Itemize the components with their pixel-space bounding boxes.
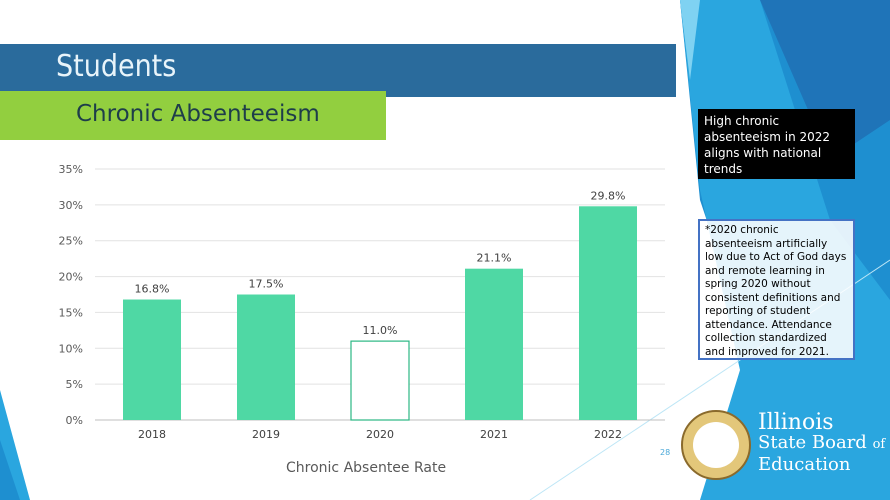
bar <box>350 340 410 421</box>
page-subtitle: Chronic Absenteeism <box>76 101 320 127</box>
title-bar <box>0 44 676 97</box>
x-tick-label: 2018 <box>138 428 166 441</box>
y-tick-label: 15% <box>59 306 83 319</box>
state-seal-logo <box>681 410 751 480</box>
page-number: 28 <box>660 448 671 457</box>
callout-note: *2020 chronic absenteeism artificially l… <box>698 219 855 360</box>
data-label: 17.5% <box>249 278 284 291</box>
bar <box>465 268 523 420</box>
page-title: Students <box>56 49 177 84</box>
data-label: 16.8% <box>135 283 170 296</box>
y-tick-label: 25% <box>59 235 83 248</box>
y-tick-label: 30% <box>59 199 83 212</box>
y-tick-label: 5% <box>66 378 83 391</box>
x-tick-label: 2022 <box>594 428 622 441</box>
y-tick-label: 0% <box>66 414 83 427</box>
bar <box>237 294 295 420</box>
bar <box>123 299 181 420</box>
x-tick-label: 2021 <box>480 428 508 441</box>
y-tick-label: 10% <box>59 342 83 355</box>
data-label: 29.8% <box>591 189 626 202</box>
x-axis-label: Chronic Absentee Rate <box>286 460 447 476</box>
bar <box>579 206 637 420</box>
x-tick-label: 2019 <box>252 428 280 441</box>
x-tick-label: 2020 <box>366 428 394 441</box>
bar-chart: 0% 5% 10% 15% 20% 25% 30% 35% 16.8% 2018 17.5% 2019… <box>59 163 665 441</box>
y-tick-label: 35% <box>59 163 83 176</box>
isbe-wordmark: Illinois State Board of Education <box>758 410 886 475</box>
subtitle-bar <box>0 91 386 140</box>
y-tick-label: 20% <box>59 271 83 284</box>
callout-primary: High chronic absenteeism in 2022 aligns … <box>698 109 855 179</box>
data-label: 21.1% <box>477 252 512 265</box>
data-label: 11.0% <box>363 324 398 337</box>
